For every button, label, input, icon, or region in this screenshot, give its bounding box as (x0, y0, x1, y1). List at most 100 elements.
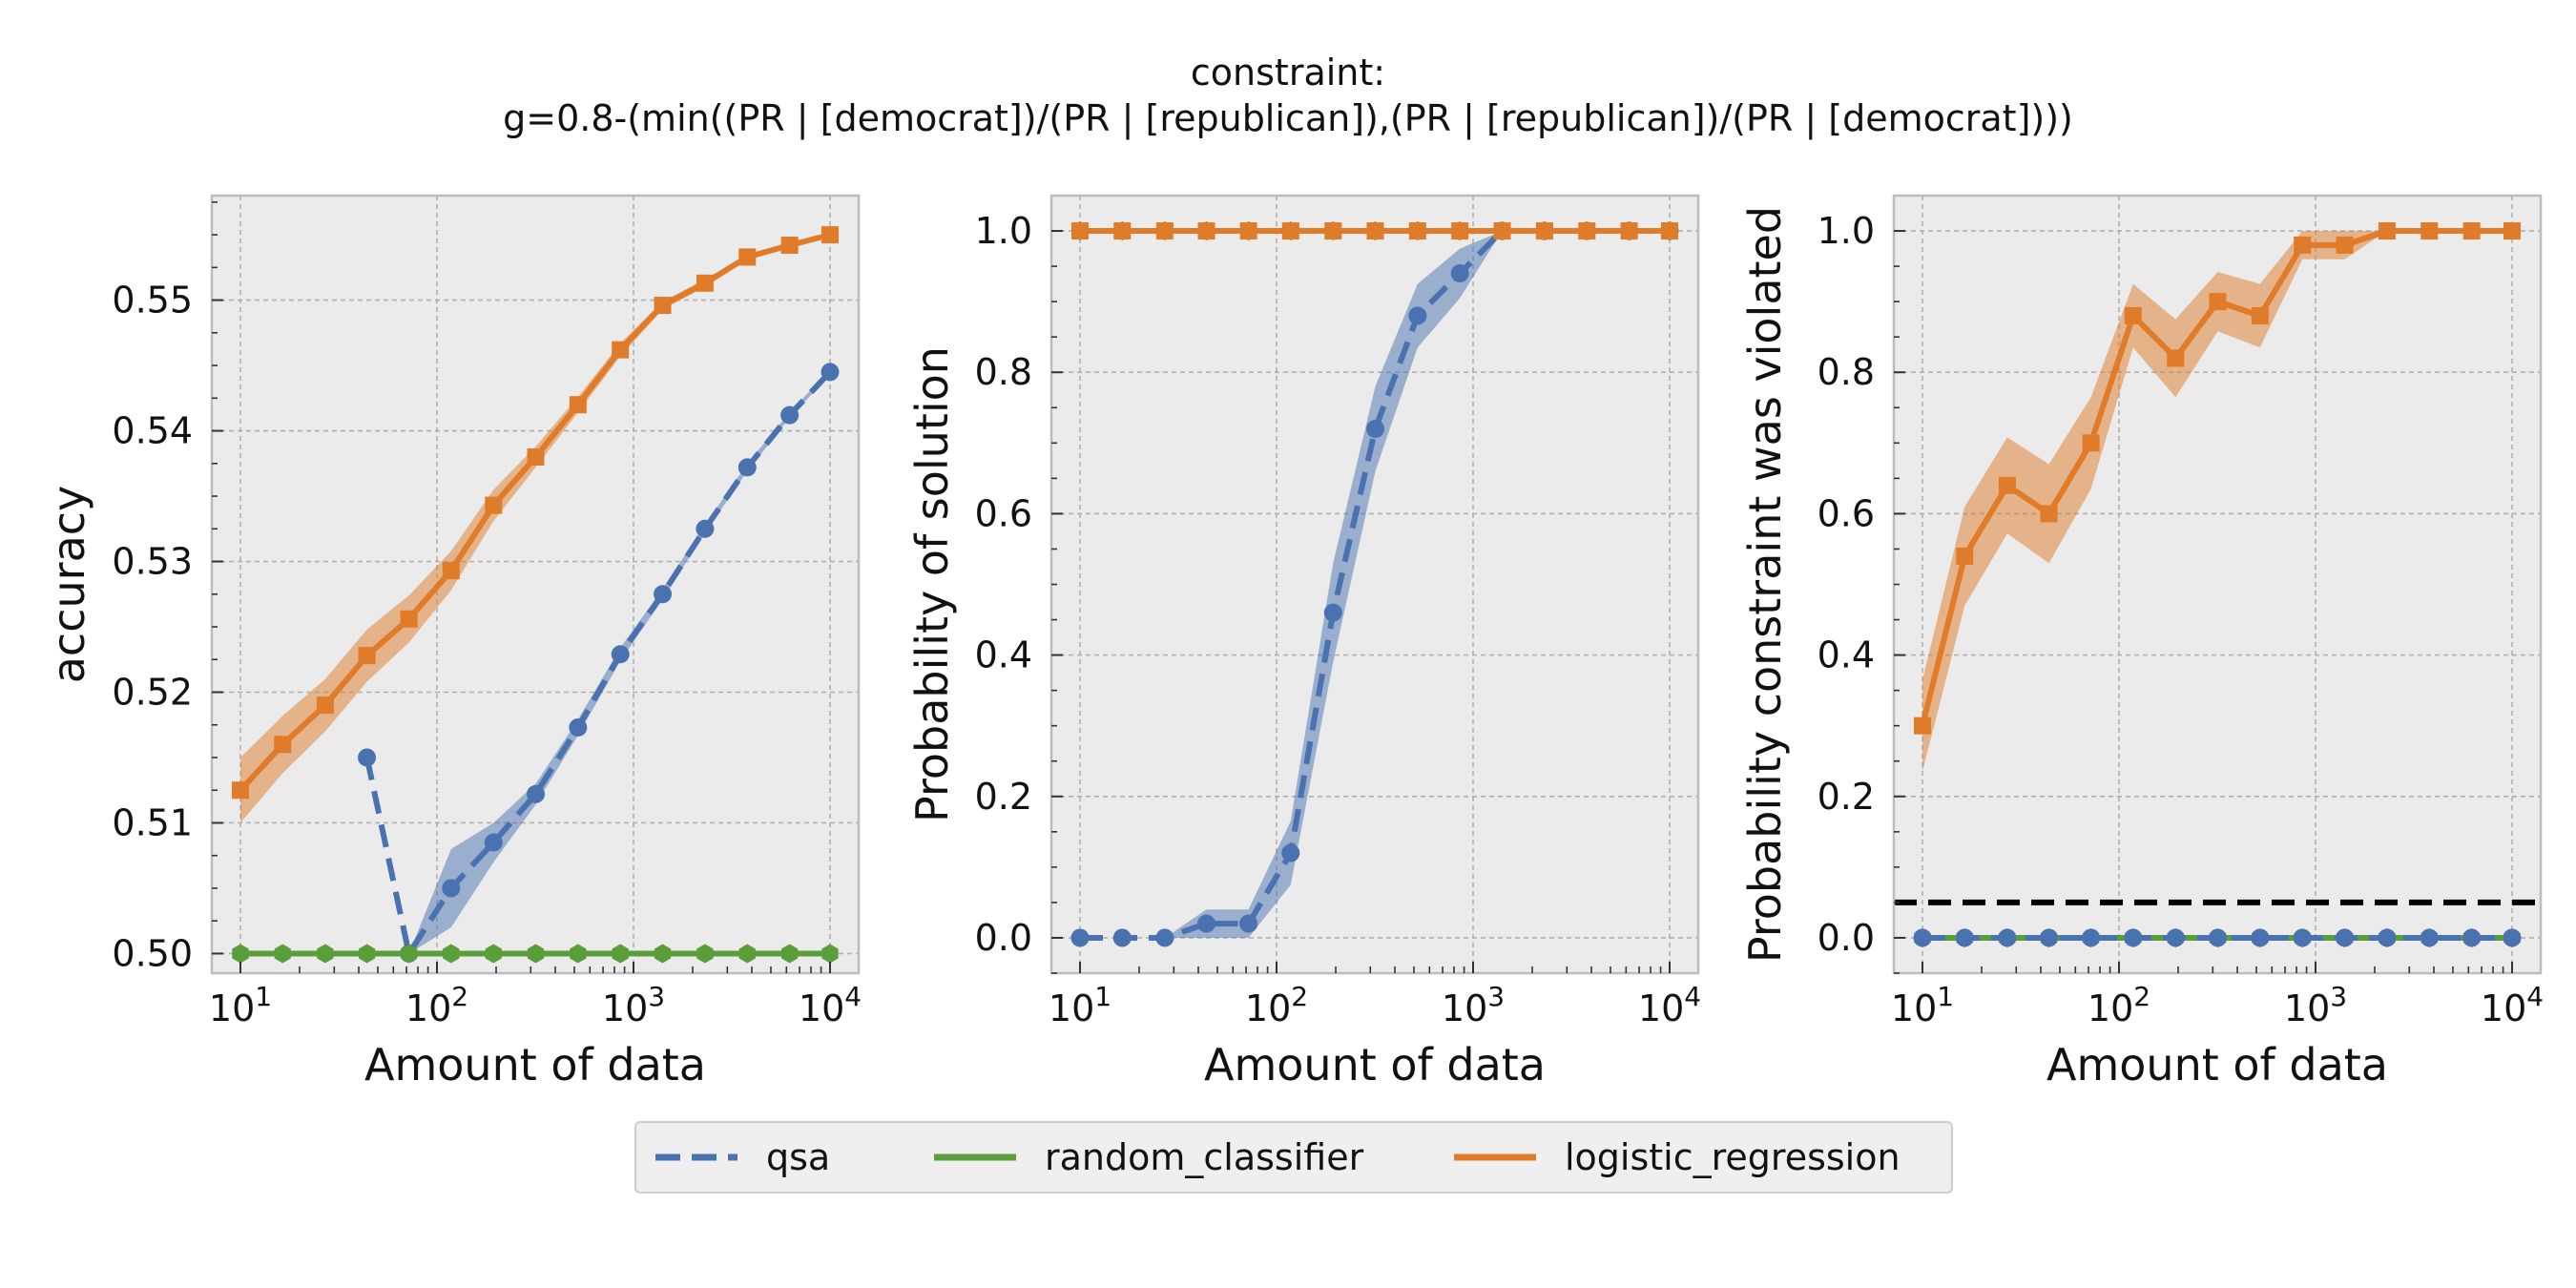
x-tick-label: 104 (1638, 981, 1701, 1029)
x-tick-label: 101 (1049, 981, 1111, 1029)
point-qsa (2503, 928, 2522, 947)
y-axis-label: accuracy (43, 486, 94, 684)
point-qsa (442, 879, 461, 898)
point-logistic-regression (1451, 222, 1469, 240)
legend: qsa random_classifier logistic_regressio… (634, 1121, 1953, 1194)
point-logistic-regression (612, 341, 630, 359)
point-logistic-regression (654, 297, 672, 315)
point-logistic-regression (2082, 434, 2100, 452)
point-logistic-regression (1197, 222, 1215, 240)
x-tick-exponent: 1 (1094, 981, 1111, 1012)
point-qsa (1955, 928, 1974, 947)
y-tick-label: 0.53 (112, 541, 193, 583)
point-qsa (484, 833, 503, 852)
figure-title-line1: constraint: (1190, 52, 1386, 93)
point-logistic-regression (1956, 547, 1974, 565)
point-logistic-regression (2462, 222, 2481, 240)
point-qsa (1112, 928, 1132, 947)
legend-item-qsa: qsa (654, 1123, 830, 1192)
x-tick-label: 104 (799, 981, 862, 1029)
y-tick-label: 0.6 (1818, 492, 1875, 534)
point-random-classifier (317, 944, 334, 964)
y-axis-label: Probability constraint was violated (1739, 206, 1791, 963)
y-tick-label: 0.54 (112, 410, 193, 452)
y-tick-label: 0.6 (975, 492, 1032, 534)
x-tick-label: 101 (209, 981, 272, 1029)
point-logistic-regression (2124, 306, 2142, 324)
point-qsa (2336, 928, 2355, 947)
series-qsa (1913, 928, 2522, 947)
y-axis-label: Probability of solution (906, 346, 958, 822)
point-random-classifier (781, 944, 799, 964)
x-tick-label: 101 (1891, 981, 1954, 1029)
point-qsa (696, 519, 715, 538)
point-logistic-regression (2251, 306, 2269, 324)
x-tick-exponent: 4 (2526, 981, 2544, 1012)
point-qsa (1155, 928, 1174, 947)
legend-label-random-classifier: random_classifier (1045, 1136, 1364, 1178)
point-logistic-regression (400, 610, 418, 628)
point-qsa (527, 784, 545, 803)
x-tick-exponent: 2 (1291, 981, 1308, 1012)
point-logistic-regression (2420, 222, 2439, 240)
point-logistic-regression (569, 396, 587, 414)
legend-label-qsa: qsa (766, 1136, 831, 1178)
point-qsa (2166, 928, 2185, 947)
x-tick-label: 102 (1245, 981, 1308, 1029)
point-random-classifier (570, 944, 587, 964)
point-logistic-regression (1578, 222, 1596, 240)
legend-item-random-classifier: random_classifier (932, 1123, 1363, 1192)
point-qsa (2082, 928, 2101, 947)
x-axis: 101 102 103 104 Amount of data (209, 962, 862, 1091)
point-logistic-regression (738, 248, 757, 266)
point-qsa (821, 363, 840, 382)
x-tick-exponent: 1 (1937, 981, 1954, 1012)
point-logistic-regression (1155, 222, 1174, 240)
y-axis: 0.50 0.51 0.52 0.53 0.54 0.55 accuracy (43, 201, 223, 974)
point-qsa (1408, 306, 1427, 325)
point-logistic-regression (1535, 222, 1553, 240)
point-logistic-regression (1620, 222, 1638, 240)
x-tick-label: 104 (2481, 981, 2544, 1029)
point-logistic-regression (1998, 476, 2016, 494)
point-logistic-regression (1324, 222, 1342, 240)
y-tick-label: 0.51 (112, 801, 193, 843)
series-logistic-regression (232, 226, 839, 823)
point-logistic-regression (1408, 222, 1426, 240)
series-logistic-regression (1071, 222, 1678, 240)
point-logistic-regression (2503, 222, 2521, 240)
point-qsa (1197, 914, 1216, 933)
y-tick-label: 0.2 (1818, 776, 1875, 818)
point-qsa (1450, 264, 1469, 282)
x-axis-label: Amount of data (1204, 1039, 1546, 1091)
legend-swatch-qsa (655, 1153, 737, 1161)
point-qsa (2420, 928, 2439, 947)
x-axis: 101 102 103 104 Amount of data (1891, 962, 2544, 1091)
point-qsa (1323, 603, 1342, 622)
point-qsa (1366, 420, 1384, 438)
plot-frame (210, 194, 861, 975)
x-tick-exponent: 3 (2330, 981, 2347, 1012)
point-qsa (780, 405, 800, 425)
point-logistic-regression (1281, 222, 1299, 240)
band-logistic-regression (1922, 231, 2512, 772)
plot-area (1051, 196, 1698, 973)
point-random-classifier (527, 944, 545, 964)
x-tick-label: 103 (602, 981, 665, 1029)
point-qsa (2040, 928, 2059, 947)
x-tick-label: 103 (2284, 981, 2347, 1029)
point-qsa (2378, 928, 2397, 947)
point-qsa (2462, 928, 2482, 947)
point-logistic-regression (1113, 222, 1132, 240)
y-tick-label: 0.50 (112, 932, 193, 974)
point-random-classifier (232, 944, 249, 964)
point-random-classifier (485, 944, 502, 964)
legend-label-logistic-regression: logistic_regression (1565, 1136, 1901, 1178)
y-tick-label: 0.4 (1818, 634, 1875, 676)
point-random-classifier (443, 944, 460, 964)
point-logistic-regression (2209, 293, 2227, 311)
x-tick-exponent: 2 (451, 981, 468, 1012)
